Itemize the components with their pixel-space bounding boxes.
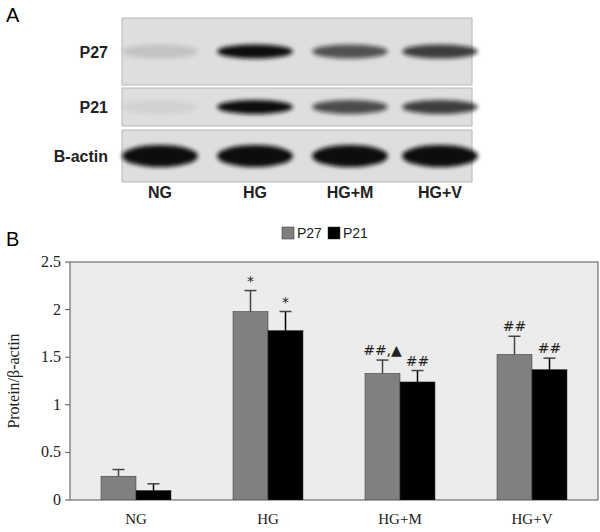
significance-mark: ## <box>406 353 429 369</box>
legend-label: P21 <box>343 225 368 241</box>
error-bar <box>280 312 292 331</box>
bar <box>365 373 400 500</box>
y-tick-label: 2.5 <box>41 253 61 270</box>
error-bar <box>148 484 160 491</box>
x-tick-label: HG+M <box>378 511 421 527</box>
legend: P27 P21 <box>282 225 368 241</box>
bar <box>268 331 303 500</box>
blot-row-label: P21 <box>80 99 109 116</box>
blot-lane-label: NG <box>148 184 172 201</box>
error-line <box>382 360 384 373</box>
blot-band <box>122 100 198 114</box>
y-tick <box>65 452 70 453</box>
annotations: *##,▲##*#### <box>247 273 561 369</box>
bar <box>400 382 435 500</box>
y-tick <box>65 262 70 263</box>
error-bar <box>509 336 521 354</box>
blot-row-label: B-actin <box>54 148 108 165</box>
bar <box>497 354 532 500</box>
blot-band <box>312 45 388 59</box>
blot-band <box>402 100 478 114</box>
error-line <box>549 358 551 369</box>
error-bar <box>113 470 125 477</box>
error-cap <box>412 370 424 372</box>
blot-strip <box>122 88 478 126</box>
y-tick-label: 0 <box>53 491 61 508</box>
x-tick-label: HG <box>257 511 279 527</box>
error-bar <box>377 360 389 373</box>
error-cap <box>377 359 389 361</box>
panel-label: B <box>6 228 19 250</box>
error-line <box>417 371 419 382</box>
blot-band <box>402 45 478 59</box>
error-bar <box>245 291 257 312</box>
blot-band <box>122 145 198 167</box>
bar <box>101 476 136 500</box>
plot-area <box>70 262 598 500</box>
significance-mark: ## <box>503 318 526 334</box>
error-line <box>250 291 252 312</box>
blot-band <box>217 145 293 167</box>
figure-svg: A P27 P21 B-actin NG HG HG+M HG+V B 0 0.5 1 1.5 2 2.5 P… <box>0 0 600 532</box>
blot-band <box>312 100 388 114</box>
blot-band <box>402 145 478 167</box>
bar <box>532 370 567 500</box>
bar <box>136 490 171 500</box>
blot-lane-label: HG+V <box>418 184 462 201</box>
y-tick-label: 0.5 <box>41 443 61 460</box>
panel-label: A <box>6 4 20 26</box>
error-bar <box>412 371 424 382</box>
bars <box>101 291 567 500</box>
significance-mark: ##,▲ <box>363 342 402 358</box>
y-tick <box>65 309 70 310</box>
y-tick-label: 2 <box>53 301 61 318</box>
x-tick-label: HG+V <box>512 511 553 527</box>
error-cap <box>280 311 292 313</box>
y-axis-label: Protein/β-actin <box>5 333 23 428</box>
error-line <box>285 312 287 331</box>
y-tick-label: 1 <box>53 396 61 413</box>
blot-band <box>217 100 293 114</box>
blot-strip <box>122 130 478 182</box>
bar <box>233 312 268 500</box>
blot-lane-label: HG <box>243 184 267 201</box>
blot-row-label: P27 <box>80 44 109 61</box>
error-line <box>153 484 155 491</box>
significance-mark: * <box>247 273 254 289</box>
figure: A P27 P21 B-actin NG HG HG+M HG+V B 0 0.5 1 1.5 2 2.5 P… <box>0 0 600 532</box>
blot-band <box>122 45 198 59</box>
blot-strip <box>122 18 478 85</box>
legend-swatch <box>328 227 340 239</box>
error-bar <box>544 358 556 369</box>
x-tick-label: NG <box>125 511 147 527</box>
y-tick <box>65 357 70 358</box>
error-line <box>514 336 516 354</box>
blot-band <box>312 145 388 167</box>
legend-swatch <box>282 227 294 239</box>
error-cap <box>509 336 521 338</box>
legend-label: P27 <box>297 225 322 241</box>
y-tick <box>65 404 70 405</box>
blot-band <box>217 45 293 59</box>
error-cap <box>113 469 125 471</box>
error-line <box>118 470 120 477</box>
error-cap <box>544 357 556 359</box>
y-tick <box>65 500 70 501</box>
y-tick-label: 1.5 <box>41 348 61 365</box>
significance-mark: ## <box>538 340 561 356</box>
blot-lane-label: HG+M <box>327 184 374 201</box>
error-cap <box>148 483 160 485</box>
error-cap <box>245 290 257 292</box>
significance-mark: * <box>282 294 289 310</box>
